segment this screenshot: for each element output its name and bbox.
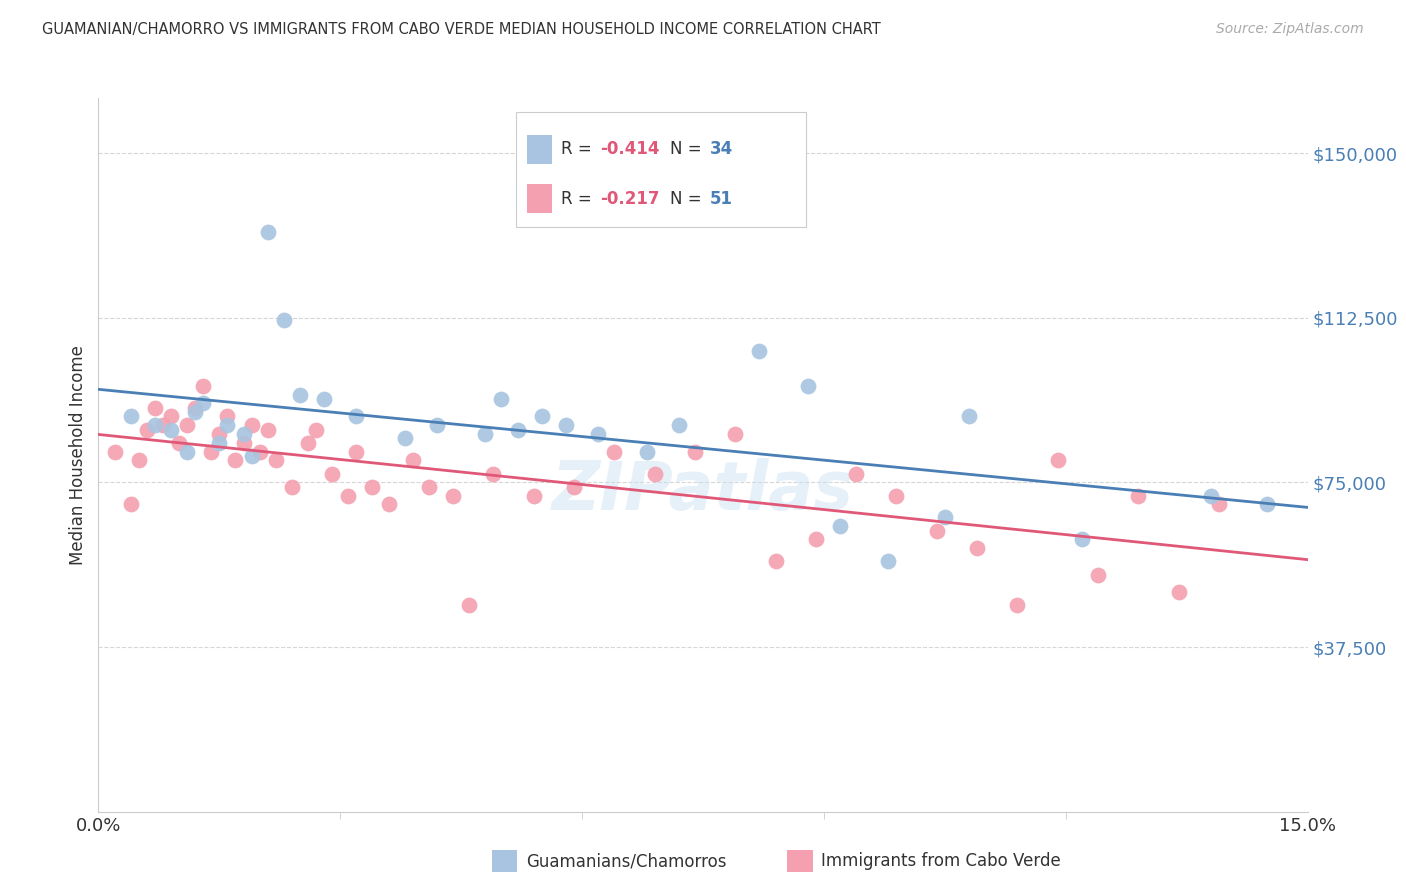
Point: [240, 449, 263, 463]
Point: [232, 427, 254, 442]
Point: [845, 467, 868, 481]
Text: N =: N =: [671, 190, 707, 208]
Point: [426, 418, 449, 433]
Point: [193, 396, 215, 410]
Point: [1208, 497, 1230, 511]
Point: [314, 392, 336, 406]
Point: [506, 423, 529, 437]
Point: [957, 409, 980, 424]
Point: [160, 423, 183, 437]
Point: [1046, 453, 1069, 467]
Point: [120, 497, 142, 511]
Point: [925, 524, 948, 538]
Point: [1007, 599, 1029, 613]
Point: [530, 409, 553, 424]
Point: [217, 409, 239, 424]
Point: [256, 423, 278, 437]
Point: [160, 409, 183, 424]
Point: [748, 343, 770, 358]
Point: [1199, 489, 1222, 503]
Point: [224, 453, 246, 467]
Point: [344, 444, 367, 458]
Point: [208, 427, 231, 442]
Point: [1070, 533, 1092, 547]
Point: [804, 533, 827, 547]
Point: [321, 467, 343, 481]
Point: [256, 225, 278, 239]
Text: -0.414: -0.414: [600, 141, 659, 159]
Text: Source: ZipAtlas.com: Source: ZipAtlas.com: [1216, 22, 1364, 37]
Text: N =: N =: [671, 141, 707, 159]
Point: [176, 444, 198, 458]
Point: [143, 418, 166, 433]
Point: [361, 480, 384, 494]
Point: [217, 418, 239, 433]
Point: [288, 387, 311, 401]
Point: [555, 418, 578, 433]
Point: [1087, 567, 1109, 582]
Point: [1256, 497, 1278, 511]
Text: 34: 34: [710, 141, 733, 159]
Point: [281, 480, 304, 494]
Point: [474, 427, 496, 442]
Point: [208, 435, 231, 450]
Point: [264, 453, 287, 467]
Text: ZIPatlas: ZIPatlas: [553, 458, 853, 524]
Point: [636, 444, 658, 458]
Point: [1167, 585, 1189, 599]
Text: R =: R =: [561, 190, 596, 208]
Point: [603, 444, 626, 458]
Point: [103, 444, 125, 458]
Point: [886, 489, 908, 503]
Point: [966, 541, 988, 556]
Text: Immigrants from Cabo Verde: Immigrants from Cabo Verde: [821, 852, 1062, 871]
Point: [184, 401, 207, 415]
Point: [297, 435, 319, 450]
Text: -0.217: -0.217: [600, 190, 659, 208]
Point: [184, 405, 207, 419]
Point: [877, 554, 900, 568]
Point: [240, 418, 263, 433]
Point: [934, 510, 956, 524]
Point: [458, 599, 481, 613]
Point: [344, 409, 367, 424]
Point: [586, 427, 609, 442]
Point: [482, 467, 505, 481]
Point: [143, 401, 166, 415]
Point: [394, 432, 416, 446]
Point: [200, 444, 222, 458]
Point: [193, 378, 215, 392]
Text: GUAMANIAN/CHAMORRO VS IMMIGRANTS FROM CABO VERDE MEDIAN HOUSEHOLD INCOME CORRELA: GUAMANIAN/CHAMORRO VS IMMIGRANTS FROM CA…: [42, 22, 882, 37]
Point: [152, 418, 174, 433]
Point: [441, 489, 464, 503]
Point: [120, 409, 142, 424]
Point: [128, 453, 150, 467]
Point: [402, 453, 425, 467]
Point: [273, 313, 295, 327]
Point: [683, 444, 706, 458]
Point: [797, 378, 820, 392]
Text: Guamanians/Chamorros: Guamanians/Chamorros: [526, 852, 727, 871]
Point: [135, 423, 157, 437]
Point: [491, 392, 513, 406]
Point: [249, 444, 271, 458]
Point: [176, 418, 198, 433]
Point: [668, 418, 690, 433]
Point: [765, 554, 787, 568]
Point: [418, 480, 440, 494]
Point: [828, 519, 851, 533]
Point: [644, 467, 666, 481]
Point: [337, 489, 360, 503]
Point: [305, 423, 328, 437]
Point: [562, 480, 585, 494]
Text: R =: R =: [561, 141, 596, 159]
Point: [167, 435, 190, 450]
Text: 51: 51: [710, 190, 733, 208]
Point: [1128, 489, 1150, 503]
Point: [232, 435, 254, 450]
Point: [377, 497, 399, 511]
Point: [724, 427, 747, 442]
Y-axis label: Median Household Income: Median Household Income: [69, 345, 87, 565]
Point: [523, 489, 546, 503]
